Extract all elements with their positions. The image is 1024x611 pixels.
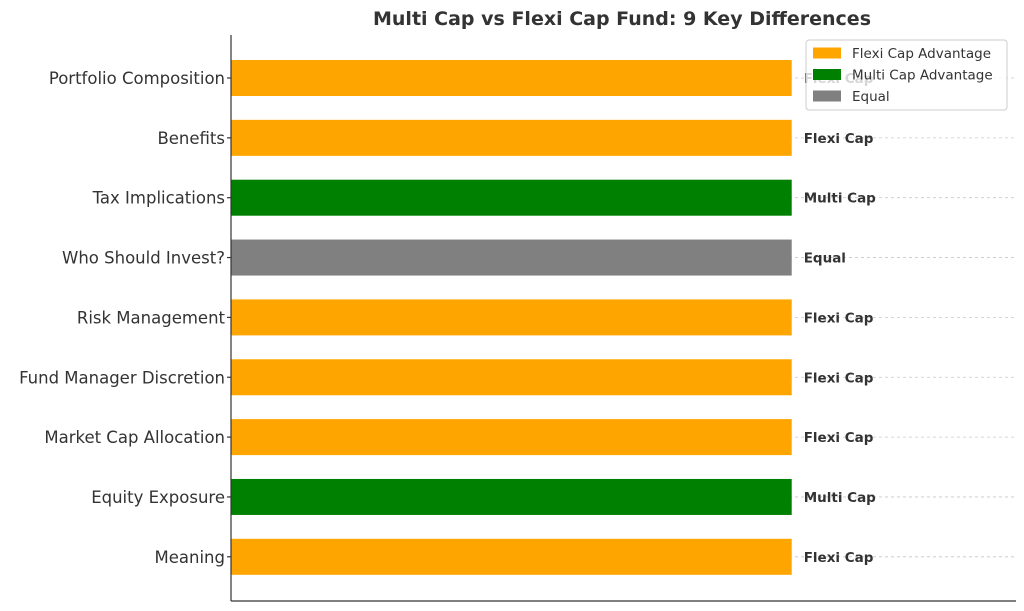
- bar-meaning: [231, 538, 792, 575]
- bar-risk-management: [231, 299, 792, 336]
- category-label: Equity Exposure: [91, 488, 225, 507]
- bar-value-label: Flexi Cap: [804, 430, 874, 446]
- category-label: Tax Implications: [92, 189, 225, 208]
- bar-value-label: Flexi Cap: [804, 310, 874, 326]
- bar-value-label: Flexi Cap: [804, 131, 874, 147]
- bar-market-cap-allocation: [231, 419, 792, 456]
- bar-equity-exposure: [231, 478, 792, 515]
- bar-value-label: Equal: [804, 251, 846, 267]
- bar-portfolio-composition: [231, 60, 792, 96]
- category-label: Meaning: [155, 548, 225, 567]
- category-label: Benefits: [157, 129, 225, 148]
- bar-labels: Flexi Cap Flexi Cap Multi Cap Equal Flexi Ca…: [804, 71, 876, 566]
- category-label: Portfolio Composition: [49, 69, 225, 88]
- legend-label: Multi Cap Advantage: [852, 68, 993, 84]
- category-label: Who Should Invest?: [62, 249, 225, 268]
- bar-value-label: Multi Cap: [804, 191, 876, 207]
- bar-value-label: Flexi Cap: [804, 370, 874, 386]
- category-labels: Portfolio Composition Benefits Tax Implica…: [19, 69, 231, 567]
- legend-swatch: [813, 47, 841, 59]
- bar-benefits: [231, 119, 792, 156]
- bar-tax-implications: [231, 179, 792, 216]
- category-label: Risk Management: [77, 308, 226, 327]
- category-label: Market Cap Allocation: [44, 428, 225, 447]
- legend-label: Flexi Cap Advantage: [852, 46, 991, 62]
- bar-fund-manager-discretion: [231, 359, 792, 396]
- legend: Flexi Cap Advantage Multi Cap Advantage Eq…: [805, 39, 1008, 111]
- legend-swatch: [813, 69, 841, 80]
- legend-swatch: [813, 90, 841, 102]
- legend-label: Equal: [852, 89, 890, 105]
- bars: [231, 60, 792, 575]
- bar-value-label: Multi Cap: [804, 490, 876, 506]
- bar-value-label: Flexi Cap: [804, 550, 874, 566]
- bar-who-should-invest: [231, 239, 792, 276]
- category-label: Fund Manager Discretion: [19, 368, 225, 387]
- chart-title: Multi Cap vs Flexi Cap Fund: 9 Key Diffe…: [373, 8, 871, 30]
- legend-frame: [805, 39, 1008, 111]
